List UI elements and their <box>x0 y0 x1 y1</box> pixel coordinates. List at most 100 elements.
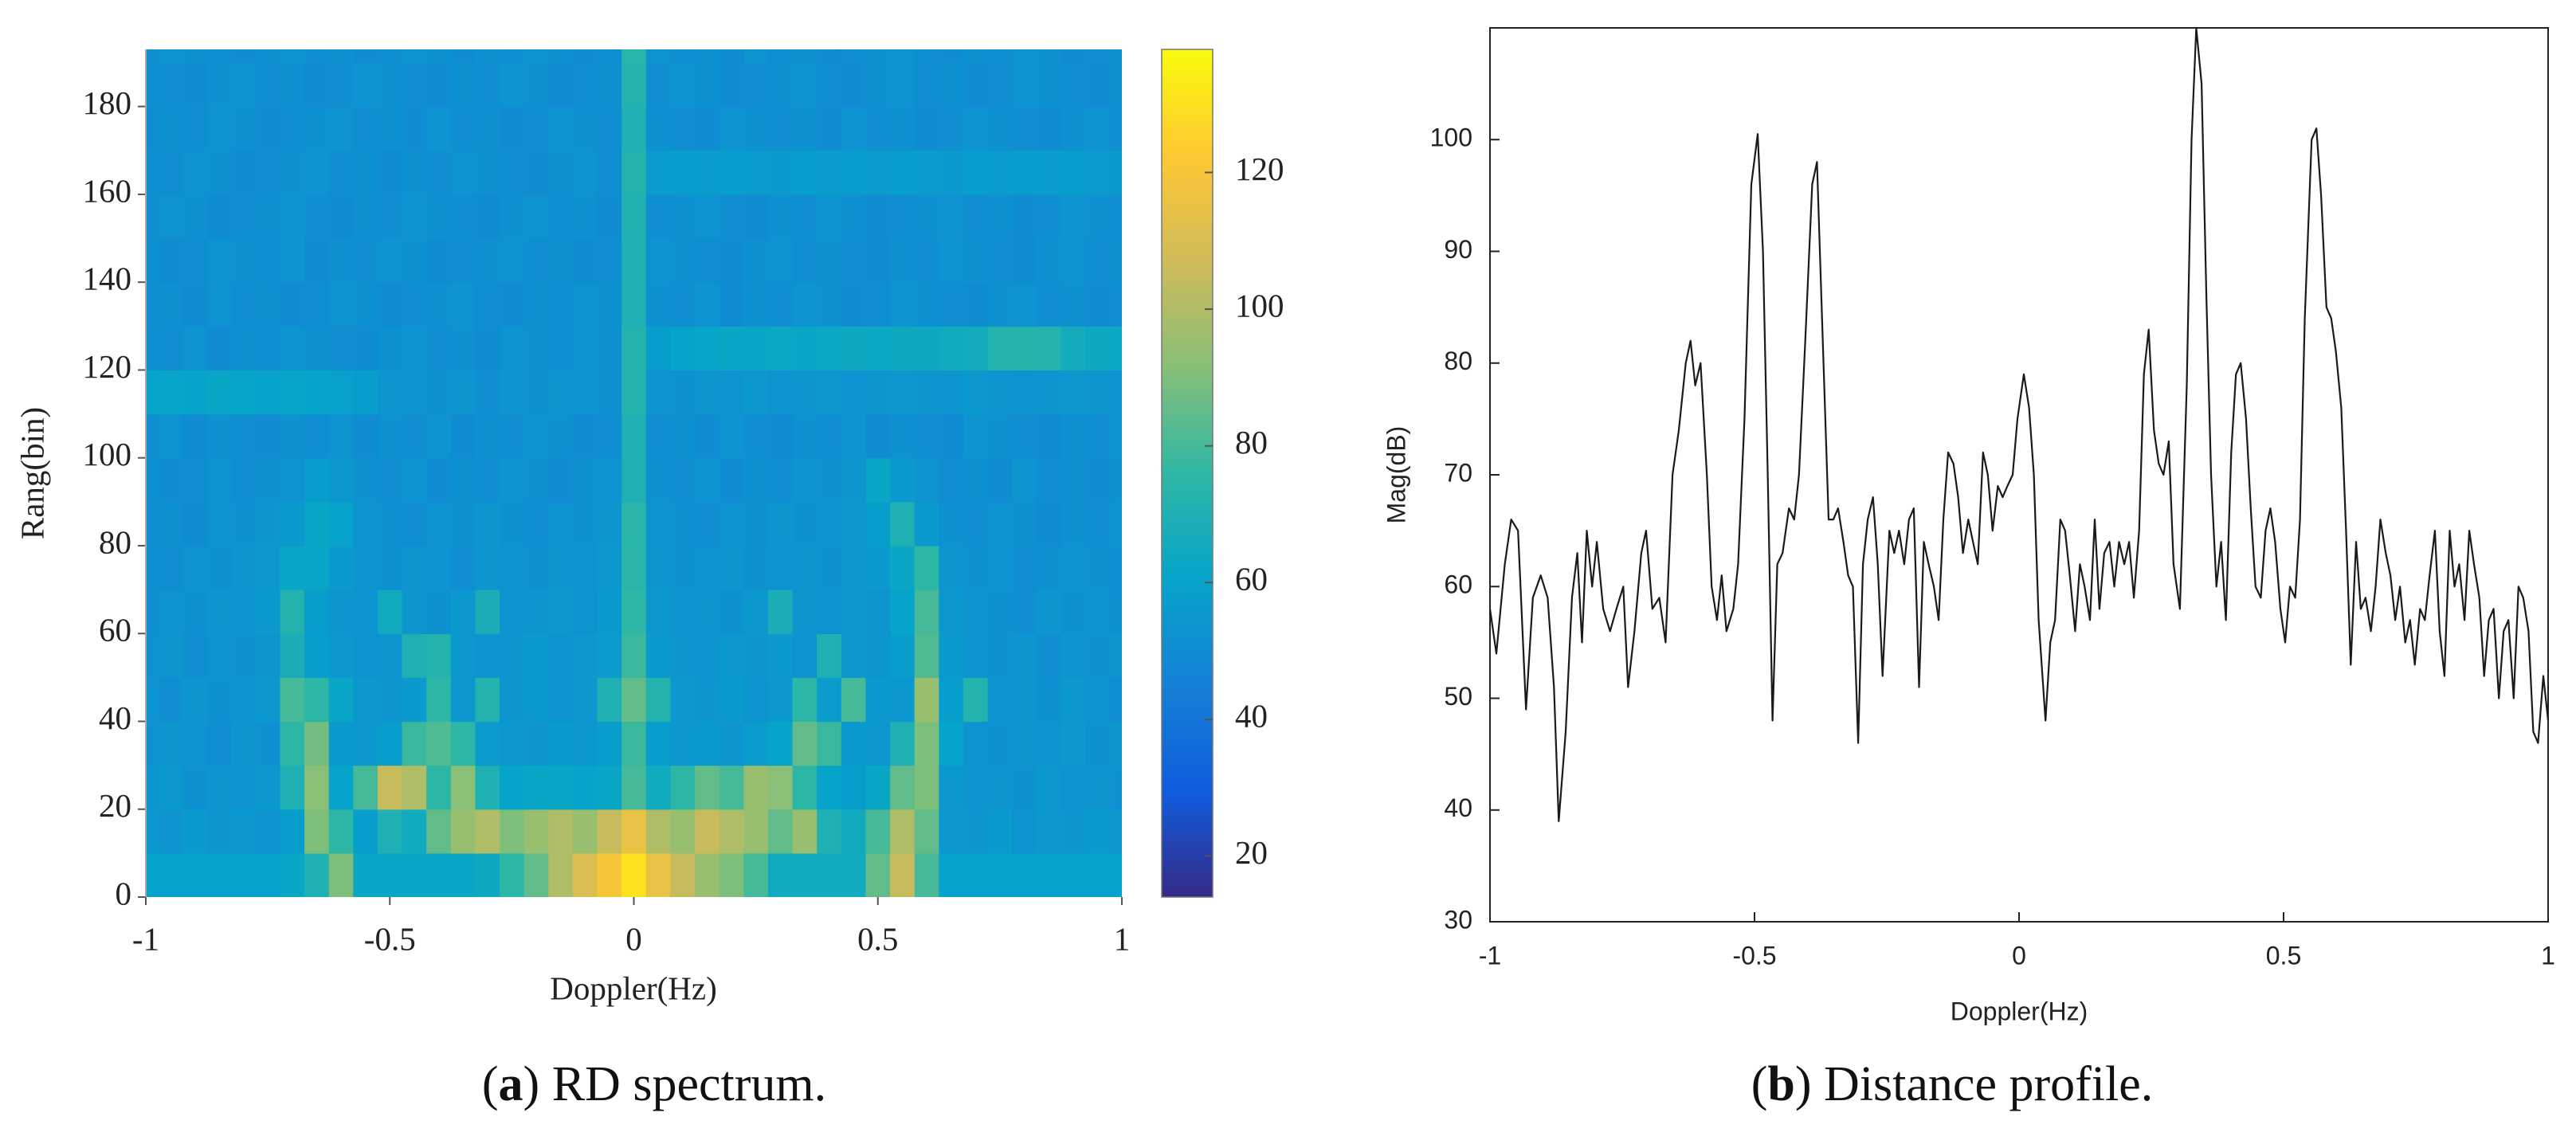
heat-cell <box>182 282 208 327</box>
heat-cell <box>402 150 427 195</box>
y-tick-label: 60 <box>99 612 131 648</box>
heat-cell <box>377 62 403 108</box>
heat-cell <box>158 501 183 547</box>
heat-cell <box>695 633 720 678</box>
heat-cell <box>743 809 769 854</box>
heat-cell <box>621 809 647 854</box>
heat-cell <box>426 633 452 678</box>
heat-cell <box>1085 106 1111 151</box>
heat-cell <box>792 590 817 634</box>
heat-cell <box>963 545 989 590</box>
heat-cell <box>987 413 1013 459</box>
heat-cell <box>939 677 964 723</box>
heat-cell <box>645 106 672 151</box>
heat-cell <box>475 150 500 195</box>
heat-cell <box>1085 238 1111 283</box>
heat-cell <box>450 677 476 723</box>
heat-cell <box>645 677 672 723</box>
heat-cell <box>1012 49 1037 64</box>
heat-cell <box>719 49 744 64</box>
heat-cell <box>792 49 817 64</box>
heat-cell <box>621 457 647 503</box>
heat-cell <box>792 457 817 503</box>
heat-cell <box>1012 590 1037 634</box>
heat-cell <box>670 106 696 151</box>
y-tick-label: 0 <box>116 875 132 911</box>
heat-cell <box>500 326 525 371</box>
heat-cell <box>1061 62 1086 108</box>
heat-cell <box>987 238 1013 283</box>
heat-cell <box>841 501 867 547</box>
heat-cell <box>158 150 183 195</box>
heat-cell <box>280 590 305 634</box>
heat-cell <box>817 677 842 723</box>
heat-cell <box>304 326 330 371</box>
heat-cell <box>304 590 330 634</box>
heat-cell <box>865 590 891 634</box>
heat-cell <box>572 238 598 283</box>
heat-cell <box>182 590 208 634</box>
heat-cell <box>450 150 476 195</box>
heat-cell <box>304 721 330 766</box>
heat-cell <box>206 194 232 239</box>
heat-cell <box>939 150 964 195</box>
heat-cell <box>1012 765 1037 810</box>
heat-cell <box>426 282 452 327</box>
heat-cell <box>939 106 964 151</box>
heat-cell <box>402 194 427 239</box>
heat-cell <box>890 590 916 634</box>
heat-cell <box>743 326 769 371</box>
heat-cell <box>1012 282 1037 327</box>
heat-cell <box>255 413 281 459</box>
heat-cell <box>353 62 378 108</box>
heat-cell <box>255 765 281 810</box>
heat-cell <box>963 677 989 723</box>
heat-cell <box>377 721 403 766</box>
heat-cell <box>1109 282 1122 327</box>
heat-cell <box>523 413 549 459</box>
heat-cell <box>987 501 1013 547</box>
heat-cell <box>767 545 794 590</box>
heat-cell <box>402 721 427 766</box>
heat-cell <box>1036 457 1062 503</box>
heat-cell <box>792 370 817 415</box>
heat-cell <box>523 238 549 283</box>
heat-cell <box>597 457 622 503</box>
heat-cell <box>402 852 427 897</box>
heat-cell <box>841 106 867 151</box>
heat-cell <box>377 370 403 415</box>
heat-cell <box>645 49 672 64</box>
heat-cell <box>743 852 769 897</box>
heat-cell <box>890 809 916 854</box>
heat-cell <box>158 62 183 108</box>
heat-cell <box>865 370 891 415</box>
heat-cell <box>767 501 794 547</box>
heat-cell <box>231 62 257 108</box>
heat-cell <box>767 150 794 195</box>
heat-cell <box>817 721 842 766</box>
heat-cell <box>450 721 476 766</box>
heat-cell <box>500 282 525 327</box>
heat-cell <box>890 501 916 547</box>
heat-cell <box>548 501 574 547</box>
heat-cell <box>255 721 281 766</box>
heat-cell <box>328 721 354 766</box>
heat-cell <box>914 545 939 590</box>
heat-cell <box>767 677 794 723</box>
heat-cell <box>914 326 939 371</box>
heat-cell <box>670 194 696 239</box>
heat-cell <box>182 721 208 766</box>
heat-cell <box>743 370 769 415</box>
heat-cell <box>987 633 1013 678</box>
heat-cell <box>158 106 183 151</box>
heat-cell <box>597 633 622 678</box>
heat-cell <box>231 326 257 371</box>
heat-cell <box>1109 852 1122 897</box>
heat-cell <box>1036 721 1062 766</box>
heat-cell <box>817 326 842 371</box>
heat-cell <box>377 809 403 854</box>
heat-cell <box>963 765 989 810</box>
heat-cell <box>939 545 964 590</box>
heat-cell <box>914 501 939 547</box>
heat-cell <box>450 194 476 239</box>
